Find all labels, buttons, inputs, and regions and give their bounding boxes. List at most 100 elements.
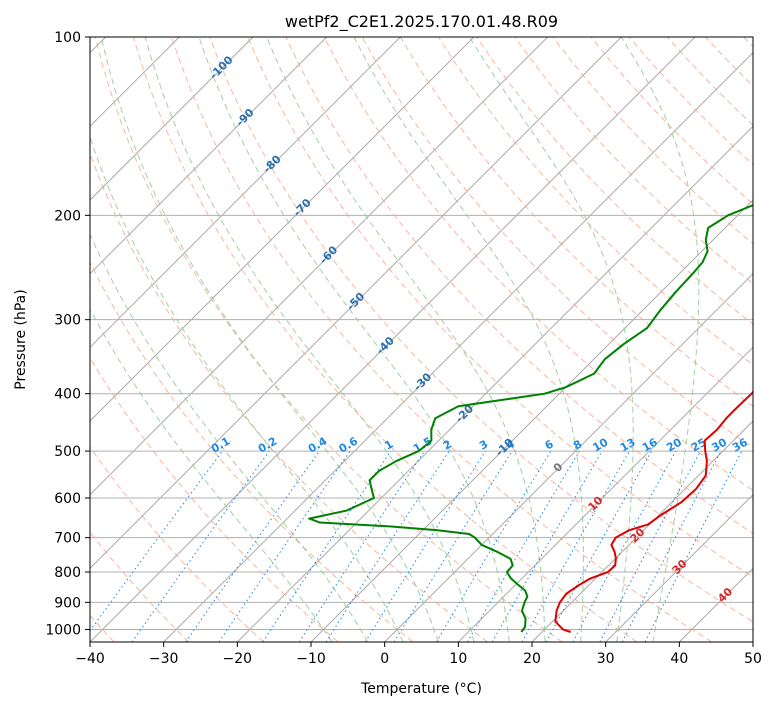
dry-adiabat-line: [171, 37, 713, 642]
temperature-profile: [554, 390, 753, 633]
mixing-ratio-line: [364, 450, 486, 642]
y-tick-label: 600: [54, 491, 81, 507]
x-tick-label: 50: [744, 651, 762, 667]
x-tick-label: 30: [597, 651, 615, 667]
dry-adiabat-line: [743, 37, 753, 48]
moist-adiabat-line: [620, 37, 700, 642]
isobar-gridlines: [90, 37, 753, 630]
chart-title: wetPf2_C2E1.2025.170.01.48.R09: [285, 12, 558, 32]
isotherm-label: 10: [586, 494, 606, 514]
x-tick-label: 10: [449, 651, 467, 667]
dry-adiabat-line: [90, 446, 264, 642]
isotherm-line: [752, 641, 753, 642]
isotherm-lines: [90, 37, 753, 642]
moist-adiabat-lines: [90, 37, 700, 642]
isotherm-line: [236, 125, 753, 642]
isotherm-line: [90, 37, 475, 422]
dry-adiabat-line: [90, 260, 414, 642]
dry-adiabat-line: [323, 37, 753, 491]
dry-adiabat-line: [209, 37, 753, 623]
dry-adiabat-line: [514, 37, 753, 285]
dry-adiabat-line: [666, 37, 753, 126]
y-tick-label: 1000: [45, 622, 81, 638]
moist-adiabat-line: [266, 37, 546, 642]
mixing-ratio-line: [393, 450, 513, 642]
y-tick-label: 100: [54, 30, 81, 46]
dry-adiabat-line: [552, 37, 753, 245]
x-axis: −40 −30 −20 −10 0 10 20 30 40 50: [75, 642, 762, 667]
isotherm-line: [605, 493, 753, 642]
mixing-ratio-label: 2: [441, 438, 454, 453]
reference-line-labels: 0.1 0.2 0.4 0.6 1 1.5 2 3 4 6 8 10 13 16 20 25 30 36-100-…: [207, 53, 750, 605]
mixing-ratio-label: 6: [543, 437, 556, 452]
mixing-ratio-line: [435, 450, 552, 642]
y-axis-title: Pressure (hPa): [13, 289, 29, 389]
isotherm-label: -80: [261, 152, 284, 175]
dry-adiabat-line: [704, 37, 753, 87]
moist-adiabat-line: [353, 37, 584, 642]
dry-adiabat-line: [285, 37, 753, 535]
mixing-ratio-label: 10: [591, 435, 611, 454]
mixing-ratio-line: [325, 450, 450, 642]
x-tick-label: −20: [223, 651, 253, 667]
moist-adiabat-line: [90, 233, 369, 642]
y-tick-label: 400: [54, 387, 81, 403]
dry-adiabat-line: [247, 37, 753, 578]
isotherm-label: -10: [493, 436, 516, 459]
y-tick-label: 800: [54, 565, 81, 581]
y-tick-label: 900: [54, 595, 81, 611]
dewpoint-profile: [308, 204, 753, 633]
x-tick-label: 20: [523, 651, 541, 667]
dry-adiabat-lines: [90, 37, 753, 642]
isotherm-label: -60: [317, 243, 340, 266]
mixing-ratio-line: [218, 450, 351, 642]
mixing-ratio-line: [644, 450, 743, 642]
isotherm-line: [90, 37, 622, 570]
isotherm-line: [384, 272, 753, 642]
mixing-ratio-label: 16: [640, 435, 660, 454]
x-tick-label: 0: [380, 651, 389, 667]
mixing-ratio-label: 0.6: [337, 434, 361, 455]
isotherm-line: [90, 37, 328, 275]
plot-area: 0.1 0.2 0.4 0.6 1 1.5 2 3 4 6 8 10 13 16 20 25 30 36-100-…: [90, 37, 753, 642]
isotherm-label: 0: [551, 460, 566, 475]
mixing-ratio-label: 3: [477, 438, 490, 453]
mixing-ratio-line: [90, 450, 223, 632]
plot-frame: [89, 36, 754, 643]
dry-adiabat-line: [476, 37, 753, 325]
isotherm-label: -40: [374, 334, 397, 357]
y-tick-label: 700: [54, 531, 81, 547]
y-tick-label: 300: [54, 313, 81, 329]
isotherm-line: [90, 37, 549, 496]
isotherm-line: [678, 567, 753, 642]
dry-adiabat-line: [438, 37, 753, 366]
x-tick-label: −10: [296, 651, 326, 667]
isotherm-label: -30: [411, 370, 434, 393]
dry-adiabat-line: [90, 152, 488, 642]
x-tick-label: 40: [670, 651, 688, 667]
dry-adiabat-line: [590, 37, 753, 205]
moist-adiabat-line: [100, 37, 439, 642]
mixing-ratio-label: 30: [709, 435, 729, 454]
mixing-ratio-label: 36: [730, 435, 750, 454]
mixing-ratio-line: [298, 450, 425, 642]
mixing-ratio-line: [545, 450, 653, 642]
mixing-ratio-lines: [90, 450, 743, 642]
mixing-ratio-line: [262, 450, 392, 642]
moist-adiabat-line: [90, 308, 333, 642]
dry-adiabat-line: [90, 356, 339, 642]
isotherm-line: [531, 420, 753, 642]
isotherm-label: 30: [670, 557, 690, 577]
dry-adiabat-line: [94, 37, 563, 642]
mixing-ratio-line: [572, 450, 677, 642]
x-tick-label: −30: [149, 651, 179, 667]
y-tick-label: 200: [54, 208, 81, 224]
isotherm-label: -90: [233, 106, 256, 129]
mixing-ratio-label: 0.1: [209, 435, 232, 456]
isotherm-line: [90, 37, 254, 201]
y-tick-label: 500: [54, 444, 81, 460]
isotherm-label: -100: [207, 53, 236, 82]
mixing-ratio-label: 0.4: [306, 434, 330, 455]
dry-adiabat-line: [132, 37, 638, 642]
